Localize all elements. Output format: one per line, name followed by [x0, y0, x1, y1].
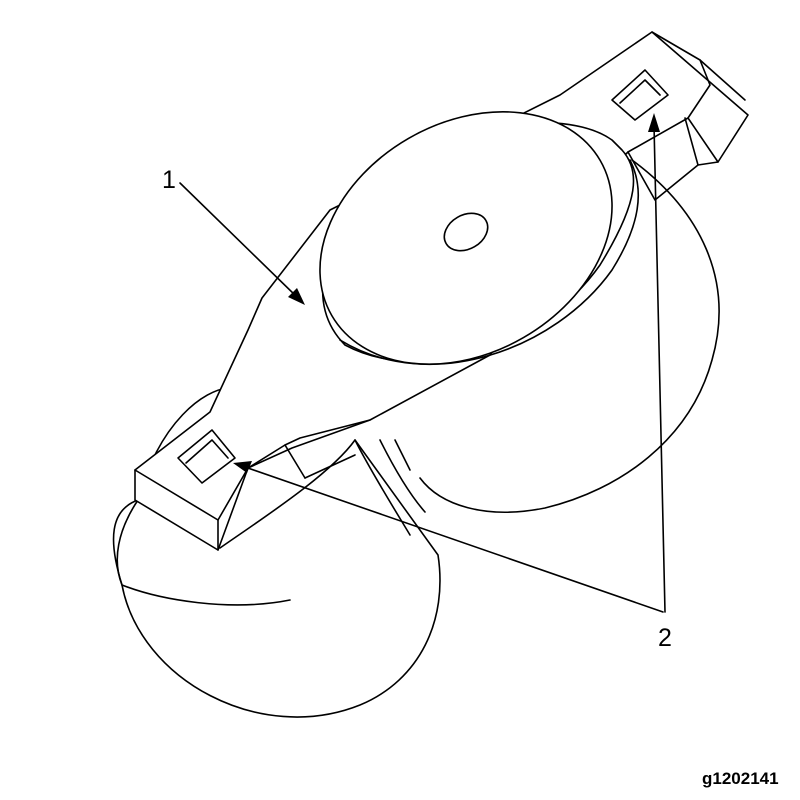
bolt-hole-upper: [611, 69, 669, 121]
pulley: [319, 111, 640, 366]
rear-cylinder: [379, 159, 720, 513]
bolt-hole-lower: [177, 429, 236, 484]
figure-id: g1202141: [702, 769, 779, 788]
leader-2b: [648, 113, 666, 613]
leader-2a: [233, 461, 664, 613]
callout-2-label: 2: [658, 624, 672, 652]
leader-1: [179, 182, 305, 305]
callout-1-label: 1: [162, 166, 176, 194]
